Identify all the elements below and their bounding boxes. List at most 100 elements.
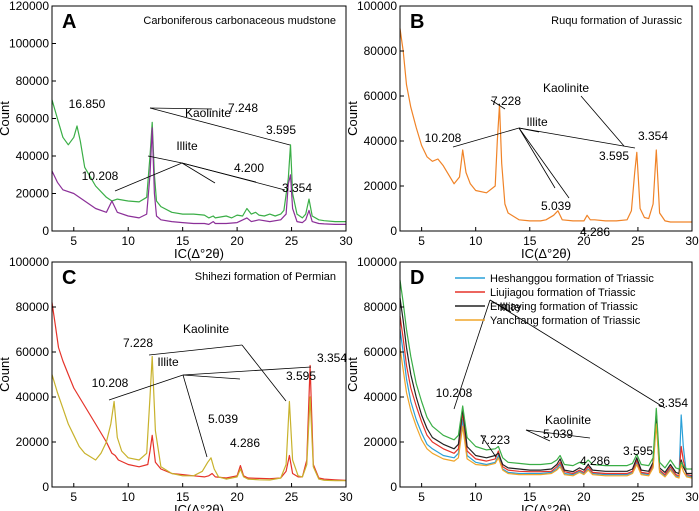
- y-tick-label: 100000: [357, 255, 397, 269]
- peak-label: 10.208: [436, 386, 473, 400]
- series-line: [51, 99, 346, 223]
- callout-line: [452, 127, 520, 148]
- callout-line: [489, 299, 666, 409]
- y-tick-label: 40000: [364, 134, 398, 148]
- x-tick-label: 30: [685, 490, 699, 504]
- callout-line: [480, 434, 497, 458]
- y-tick-label: 60000: [364, 89, 398, 103]
- series-line: [51, 127, 346, 225]
- x-tick-label: 30: [339, 234, 353, 248]
- x-tick-label: 25: [285, 234, 299, 248]
- peak-label: Kaolinite: [543, 81, 589, 95]
- plot-frame: [399, 5, 693, 232]
- panel-letter: D: [410, 267, 424, 289]
- x-tick-label: 20: [577, 490, 591, 504]
- callout-line: [580, 95, 625, 147]
- legend-label: Yanchang formation of Triassic: [490, 315, 641, 327]
- plot-frame: [399, 261, 693, 488]
- x-tick-label: 20: [577, 234, 591, 248]
- peak-label: 7.223: [480, 433, 510, 447]
- peak-label: Illite: [157, 355, 179, 369]
- callout-line: [149, 107, 291, 146]
- x-axis-label: IC(Δ°2θ): [174, 502, 224, 511]
- x-tick-label: 10: [469, 234, 483, 248]
- y-axis-label: Count: [0, 101, 12, 136]
- x-tick-label: 25: [285, 490, 299, 504]
- peak-label: 7.228: [123, 336, 153, 350]
- peak-label: 4.286: [580, 454, 610, 468]
- series-line: [399, 279, 692, 470]
- peak-label: 3.354: [317, 351, 347, 365]
- callout-line: [525, 429, 591, 439]
- y-tick-label: 80000: [16, 300, 50, 314]
- x-tick-label: 15: [176, 234, 190, 248]
- y-tick-label: 100000: [357, 0, 397, 13]
- peak-label: 3.595: [266, 123, 296, 137]
- peak-label: 7.228: [491, 94, 521, 108]
- x-tick-label: 10: [469, 490, 483, 504]
- panel-letter: B: [410, 11, 424, 33]
- x-tick-label: 5: [418, 234, 425, 248]
- y-tick-label: 60000: [16, 345, 50, 359]
- series-line: [399, 347, 693, 479]
- callout-line: [181, 162, 286, 191]
- y-tick-label: 100000: [9, 255, 49, 269]
- legend-label: Liujiagou formation of Triassic: [490, 287, 636, 299]
- x-tick-label: 15: [523, 490, 537, 504]
- panel-title: Shihezi formation of Permian: [195, 271, 336, 283]
- peak-label: 4.200: [234, 161, 264, 175]
- callout-line: [453, 299, 491, 410]
- x-tick-label: 30: [339, 490, 353, 504]
- panel-letter: C: [62, 267, 76, 289]
- callout-line: [181, 162, 216, 184]
- y-tick-label: 60000: [364, 345, 398, 359]
- panel-title: Carboniferous carbonaceous mudstone: [143, 15, 336, 27]
- y-tick-label: 120000: [9, 0, 49, 13]
- panel-title: Ruqu formation of Jurassic: [551, 15, 682, 27]
- x-axis-label: IC(Δ°2θ): [521, 502, 571, 511]
- peak-label: 7.248: [228, 101, 258, 115]
- callout-line: [241, 344, 287, 402]
- y-tick-label: 20000: [364, 179, 398, 193]
- peak-label: 5.039: [541, 199, 571, 213]
- callout-line: [148, 344, 243, 356]
- panel-letter: A: [62, 11, 76, 33]
- callout-line: [182, 366, 312, 376]
- y-tick-label: 100000: [9, 37, 49, 51]
- panel-d: 0 20000 40000 60000 80000 100000 5 10 15 20 25 30 IC…: [345, 255, 699, 511]
- x-tick-label: 10: [122, 234, 136, 248]
- panel-a: 0 20000 40000 60000 80000 100000 120000 5 10 15 20…: [0, 0, 353, 261]
- y-tick-label: 80000: [364, 300, 398, 314]
- callout-line: [182, 374, 241, 380]
- peak-label: 5.039: [543, 427, 573, 441]
- callout-line: [490, 99, 506, 110]
- y-tick-label: 40000: [364, 390, 398, 404]
- peak-label: Illite: [526, 115, 548, 129]
- callout-line: [114, 162, 183, 192]
- peak-label: 3.595: [286, 369, 316, 383]
- peak-label: 16.850: [69, 97, 106, 111]
- x-tick-label: 20: [230, 234, 244, 248]
- y-tick-label: 0: [390, 480, 397, 494]
- callout-line: [525, 429, 551, 442]
- x-tick-label: 15: [523, 234, 537, 248]
- series-line: [51, 355, 346, 482]
- x-tick-label: 15: [176, 490, 190, 504]
- peak-label: 3.595: [623, 444, 653, 458]
- peak-label: 10.208: [92, 376, 129, 390]
- x-axis-label: IC(Δ°2θ): [174, 246, 224, 261]
- peak-label: 3.354: [658, 396, 688, 410]
- y-axis-label: Count: [345, 101, 360, 136]
- x-tick-label: 30: [685, 234, 699, 248]
- callout-line: [147, 155, 183, 164]
- callout-line: [518, 127, 570, 199]
- y-axis-label: Count: [0, 357, 12, 392]
- y-tick-label: 40000: [16, 149, 50, 163]
- y-tick-label: 80000: [16, 74, 50, 88]
- panel-c: 0 20000 40000 60000 80000 100000 5 10 15 20 25 30 IC…: [0, 255, 353, 511]
- x-axis-label: IC(Δ°2θ): [521, 246, 571, 261]
- callout-line: [182, 374, 208, 458]
- callout-line: [108, 374, 184, 401]
- callout-line: [518, 127, 636, 149]
